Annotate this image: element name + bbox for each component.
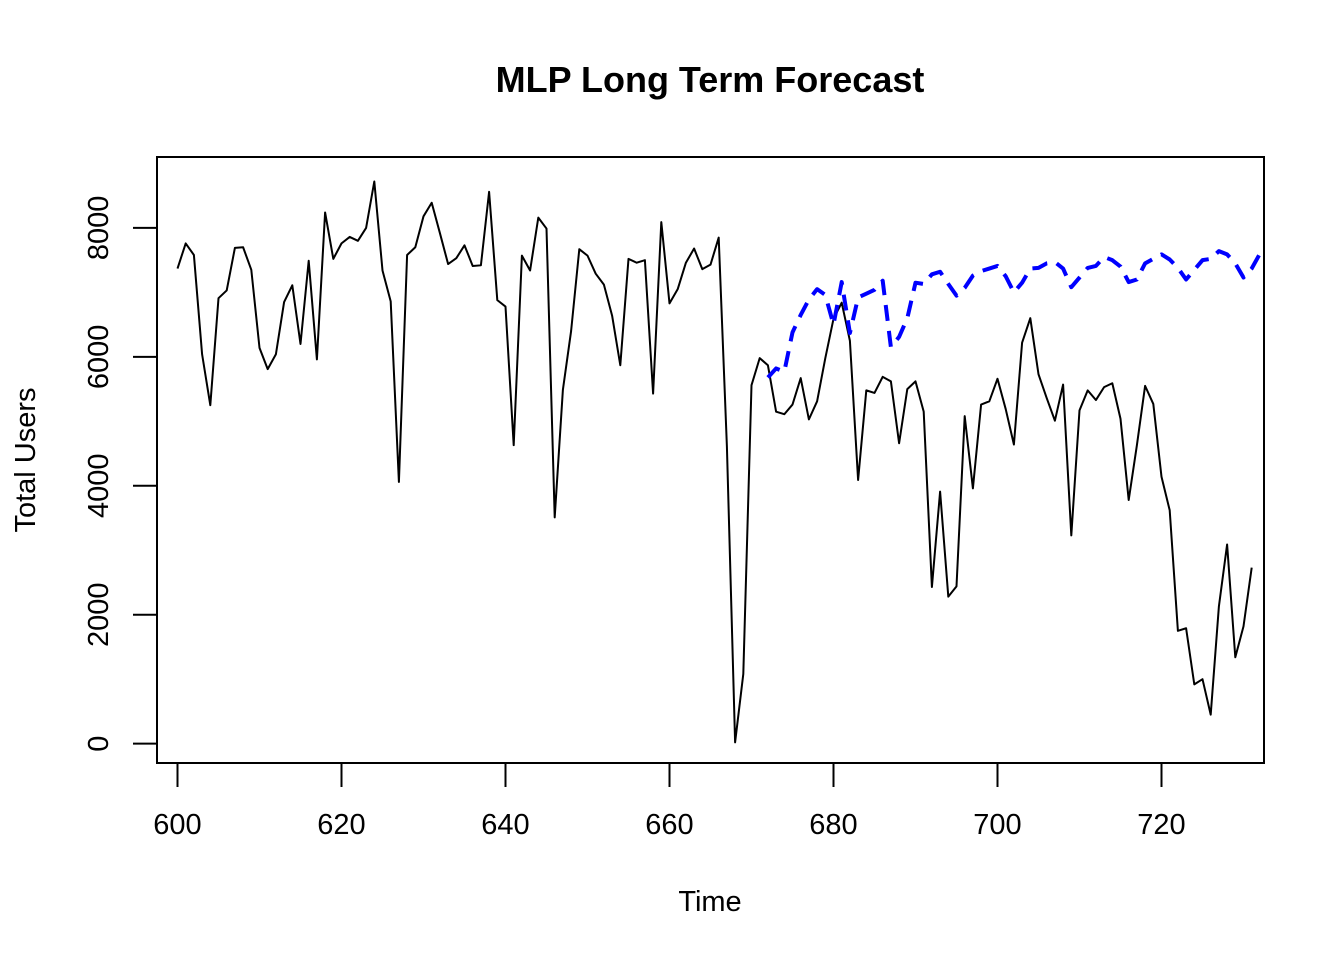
x-axis-label: Time	[678, 886, 741, 918]
series-layer	[176, 180, 1262, 744]
x-axis: 600 620 640 660 680 700 720	[153, 762, 1186, 841]
x-tick-label: 640	[481, 809, 529, 841]
x-tick-label: 720	[1137, 809, 1185, 841]
y-tick-label: 4000	[83, 454, 115, 519]
y-tick-label: 0	[83, 736, 115, 752]
x-tick-label: 600	[153, 809, 201, 841]
x-tick-label: 620	[317, 809, 365, 841]
chart-title: MLP Long Term Forecast	[496, 59, 925, 100]
series-actual-line	[176, 180, 1253, 744]
y-tick-label: 6000	[83, 325, 115, 390]
y-axis-label: Total Users	[10, 387, 42, 532]
y-tick-label: 8000	[83, 196, 115, 261]
x-tick-label: 660	[645, 809, 693, 841]
x-tick-label: 680	[809, 809, 857, 841]
y-axis: 0 2000 4000 6000 8000	[83, 196, 158, 752]
y-tick-label: 2000	[83, 582, 115, 647]
x-tick-label: 700	[973, 809, 1021, 841]
series-forecast-line	[766, 249, 1262, 379]
